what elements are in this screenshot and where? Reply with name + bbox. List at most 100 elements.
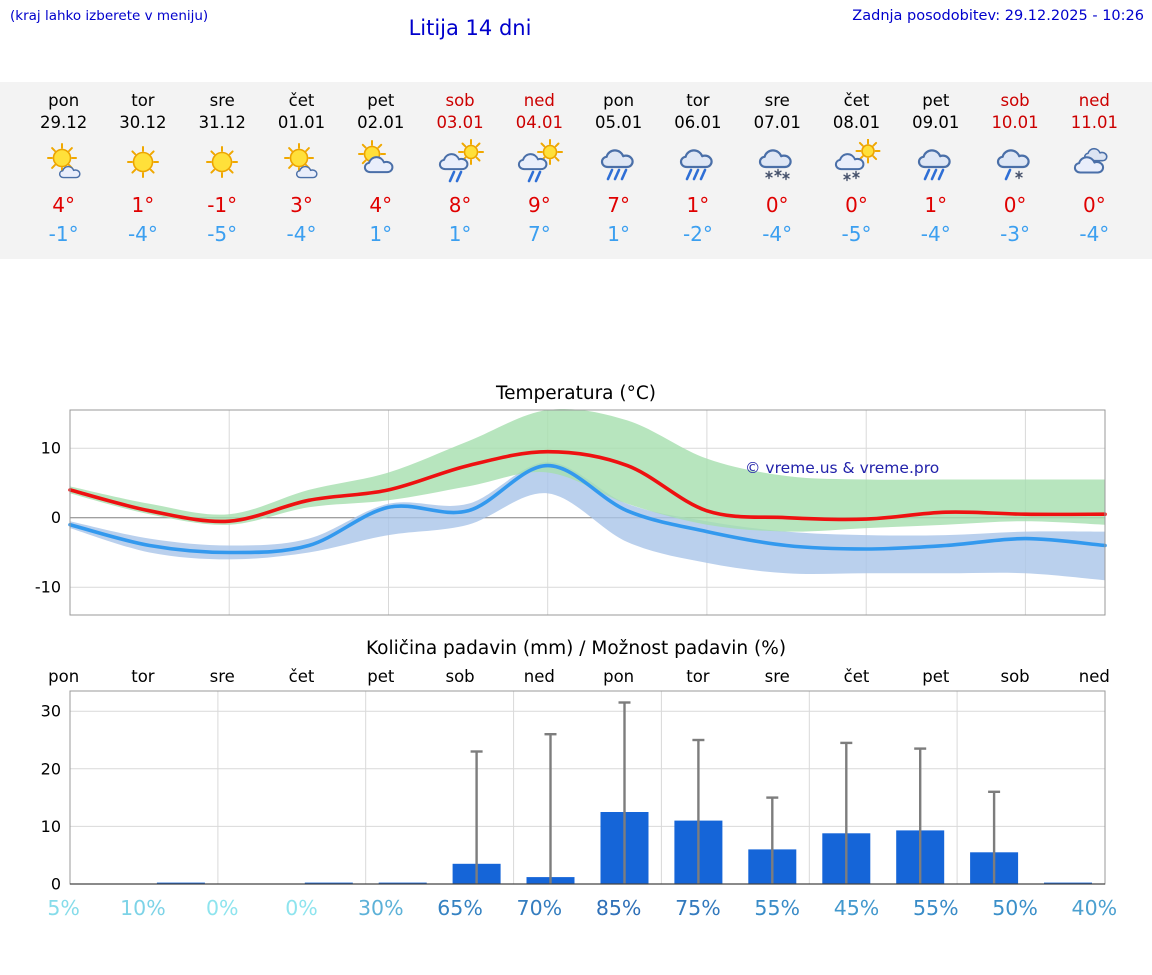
temp-min: 1° [607,222,630,246]
day-date: 30.12 [119,113,167,132]
day-date: 07.01 [753,113,801,132]
precip-probability: 50% [992,896,1038,920]
day-date: 03.01 [436,113,484,132]
forecast-day-0: pon 29.12 4° -1° [24,90,103,247]
sun-cloud-rain-icon-svg [518,139,564,183]
temp-max: -1° [207,193,238,217]
day-date: 04.01 [515,113,563,132]
day-name: pon [603,91,635,110]
precip-day-labels: pon tor sre čet pet sob ned pon tor sre čet pet sob n… [24,666,1134,688]
forecast-day-8: tor 06.01 1° -2° [658,90,737,247]
precip-probability: 10% [120,896,166,920]
temp-max: 0° [845,193,868,217]
temp-max: 0° [1082,193,1106,217]
forecast-day-9: sre 07.01 0° -4° [738,90,817,247]
forecast-day-4: pet 02.01 4° 1° [341,90,420,247]
temperature-chart: © vreme.us & vreme.pro -10 0 10 [35,408,1107,616]
sunny-icon [183,136,262,188]
day-date: 11.01 [1070,113,1118,132]
precip-ytick: 20 [41,759,61,778]
menu-hint: (kraj lahko izberete v meniju) [10,8,209,24]
sunny-icon [103,136,182,188]
temp-min: -4° [127,222,158,246]
precip-probability: 65% [437,896,483,920]
temp-max: 1° [924,193,948,217]
cloud-rain-icon [896,136,975,188]
temp-max: 9° [527,193,551,217]
precip-day-label: ned [1078,667,1110,686]
day-name: sob [1000,91,1030,110]
temp-max: 8° [448,193,472,217]
temp-max: 1° [131,193,155,217]
cloudy-icon-svg [1074,147,1108,174]
temp-min: -4° [920,222,951,246]
temp-min: -5° [841,222,872,246]
precipitation-section: Količina padavin (mm) / Možnost padavin … [0,636,1152,921]
tmax-range-band [70,408,1105,532]
precip-probability: 0% [285,896,318,920]
temp-min: -3° [1000,222,1031,246]
day-name: ned [1078,91,1110,110]
cloud-snow-icon-svg [759,149,792,181]
forecast-day-12: sob 10.01 0° -3° [975,90,1054,247]
precip-day-label: sre [209,667,235,686]
temperature-chart-title: Temperatura (°C) [495,383,657,404]
sun-cloud-rain-icon [500,136,579,188]
day-name: pon [48,91,80,110]
temp-min: -2° [682,222,713,246]
day-name: sre [764,91,790,110]
precip-probability: 70% [516,896,563,920]
forecast-day-2: sre 31.12 -1° -5° [183,90,262,247]
day-date: 02.01 [357,113,405,132]
precip-day-label: ned [523,667,555,686]
precip-probability: 55% [754,896,800,920]
precip-day-label: sre [764,667,790,686]
temp-max: 0° [1003,193,1027,217]
temp-max: 4° [369,193,393,217]
precip-day-label: tor [131,667,155,686]
sun-cloud-icon [341,136,420,188]
sun-small-cloud-icon [24,136,103,188]
precip-day-label: čet [843,667,870,686]
precip-day-label: pon [603,667,635,686]
precip-probability: 75% [675,896,721,920]
day-name: sob [445,91,475,110]
day-date: 01.01 [277,113,326,132]
cloudy-icon [1055,136,1134,188]
forecast-day-1: tor 30.12 1° -4° [103,90,182,247]
day-date: 09.01 [912,113,960,132]
precip-day-label: pet [922,667,950,686]
temperature-section: Temperatura (°C) © vreme.us & vreme.pro -… [0,381,1152,622]
precip-chart-title: Količina padavin (mm) / Možnost padavin … [365,638,787,659]
cloud-sleet-icon [975,136,1054,188]
temp-min: -4° [1079,222,1110,246]
day-name: tor [686,91,710,110]
precip-day-label: pet [367,667,395,686]
precip-day-label: čet [288,667,315,686]
day-date: 31.12 [198,113,246,132]
temp-max: 0° [765,193,789,217]
day-name: čet [288,91,315,110]
forecast-strip: pon 29.12 4° -1° tor 30.12 1° -4° sre 31.12 -1° -5°… [0,82,1152,259]
day-name: pet [922,91,950,110]
forecast-day-11: pet 09.01 1° -4° [896,90,975,247]
day-name: tor [131,91,155,110]
sunny-icon-svg [126,146,159,178]
cloud-sleet-icon-svg [996,149,1030,181]
sun-cloud-snow-icon-svg [835,139,881,182]
temp-min: -4° [762,222,793,246]
precip-probability: 55% [912,896,959,920]
sun-cloud-snow-icon [817,136,896,188]
precip-day-label: pon [48,667,80,686]
sun-cloud-rain-icon-svg [438,139,485,183]
day-date: 10.01 [991,113,1039,132]
day-name: pet [367,91,395,110]
precip-day-label: sob [1000,667,1030,686]
forecast-day-10: čet 08.01 0° -5° [817,90,896,247]
sun-small-cloud-icon-svg [284,143,319,179]
precip-day-label: tor [686,667,710,686]
page-title: Litija 14 dni [408,16,532,40]
sun-small-cloud-icon-svg [46,143,81,179]
last-update: Zadnja posodobitev: 29.12.2025 - 10:26 [852,8,1144,24]
watermark: © vreme.us & vreme.pro [745,459,939,477]
